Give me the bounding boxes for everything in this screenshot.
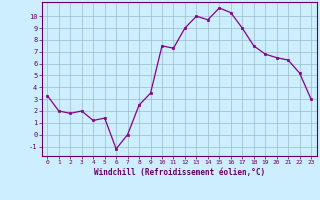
X-axis label: Windchill (Refroidissement éolien,°C): Windchill (Refroidissement éolien,°C) [94,168,265,177]
